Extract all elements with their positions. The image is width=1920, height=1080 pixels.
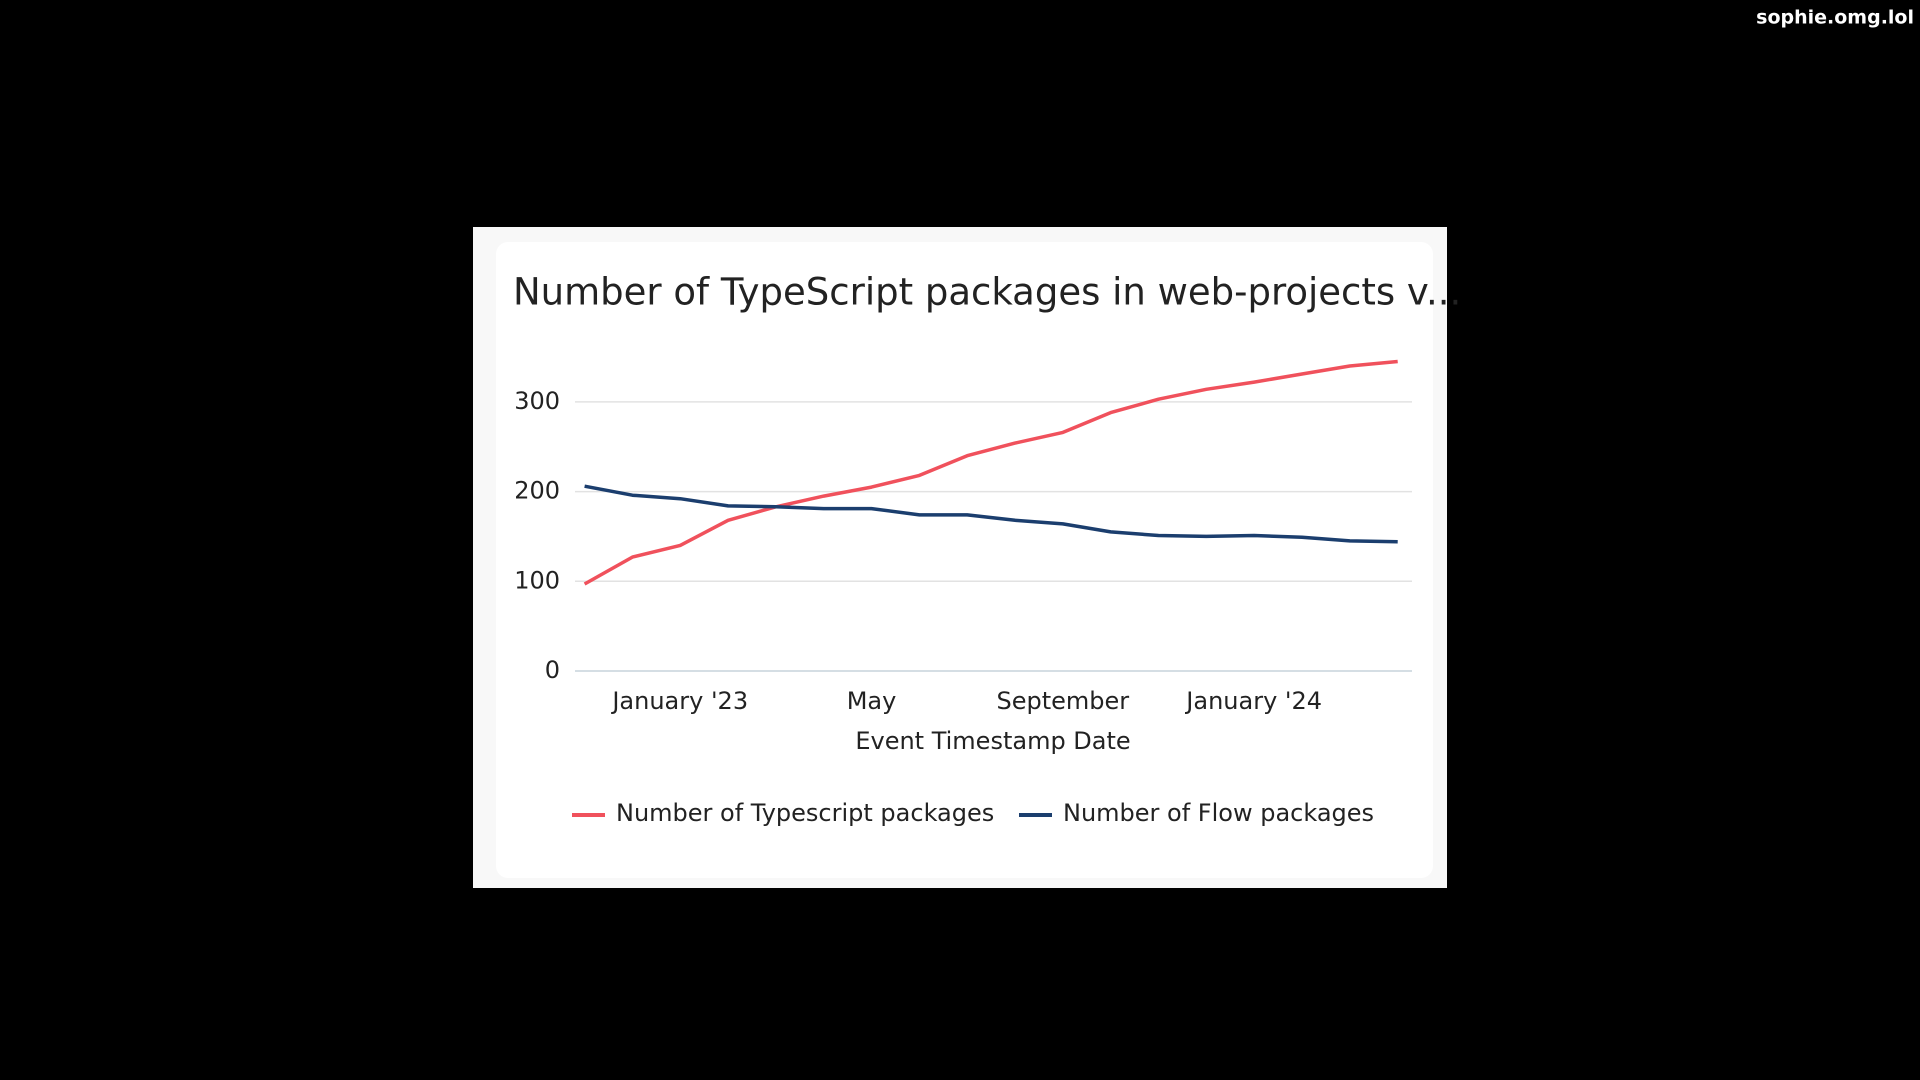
x-tick-label: January '24 [1184,687,1322,715]
y-tick-label: 100 [514,566,560,594]
x-tick-label: May [847,687,897,715]
y-tick-label: 200 [514,477,560,505]
legend-label: Number of Typescript packages [616,799,994,827]
card [496,242,1433,878]
y-tick-label: 300 [514,387,560,415]
line [583,359,1398,586]
y-tick-label: 0 [545,656,560,684]
x-axis-title: Event Timestamp Date [855,727,1130,755]
line [584,484,1398,544]
x-tick-label: September [997,687,1130,715]
legend-label: Number of Flow packages [1063,799,1374,827]
x-tick-label: January '23 [610,687,748,715]
watermark: sophie.omg.lol [1756,7,1914,29]
chart-title: Number of TypeScript packages in web-pro… [513,271,1461,314]
